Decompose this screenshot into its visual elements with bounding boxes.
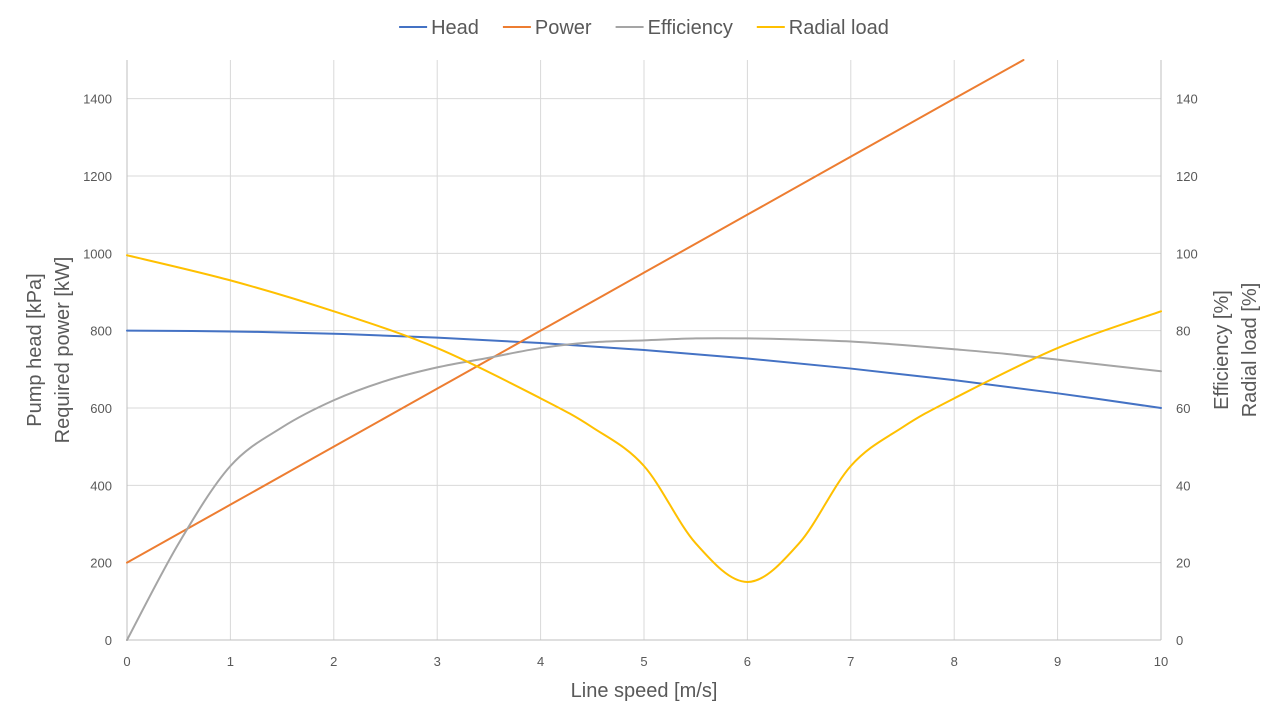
y-right-tick-label: 40 <box>1176 478 1190 493</box>
legend-label: Radial load <box>789 17 889 39</box>
series-line-efficiency <box>126 337 1162 641</box>
y-left-tick-label: 400 <box>90 478 112 493</box>
x-tick-label: 0 <box>123 654 130 669</box>
legend-item: Efficiency <box>615 17 733 39</box>
series-lines <box>126 59 1162 641</box>
x-tick-label: 2 <box>330 654 337 669</box>
y-left-tick-label: 600 <box>90 401 112 416</box>
y-right-tick-label: 100 <box>1176 246 1198 261</box>
y-right-tick-label: 140 <box>1176 92 1198 107</box>
axes <box>126 60 1162 641</box>
legend-item: Radial load <box>756 17 889 39</box>
x-axis-title: Line speed [m/s] <box>571 680 718 702</box>
y-left-axis-title: Pump head [kPa] Required power [kW] <box>24 257 74 444</box>
x-tick-label: 10 <box>1154 654 1168 669</box>
series-line-radial-load <box>126 254 1162 583</box>
x-tick-label: 6 <box>744 654 751 669</box>
x-tick-label: 3 <box>434 654 441 669</box>
y-right-tick-label: 80 <box>1176 324 1190 339</box>
legend-item: Power <box>502 17 592 39</box>
x-tick-label: 4 <box>537 654 544 669</box>
x-tick-label: 8 <box>951 654 958 669</box>
series-line-power <box>126 59 1025 564</box>
y-right-tick-label: 20 <box>1176 556 1190 571</box>
tick-labels: 0 1 2 3 4 5 6 7 8 9 100200400600800100012001400020… <box>83 92 1198 669</box>
x-tick-label: 1 <box>227 654 234 669</box>
y-right-tick-label: 60 <box>1176 401 1190 416</box>
y-right-tick-label: 0 <box>1176 633 1183 648</box>
y-left-tick-label: 1400 <box>83 92 112 107</box>
legend: Head Power Efficiency Radial load <box>399 17 889 39</box>
gridlines <box>127 60 1161 640</box>
y-right-axis-title-line1: Efficiency [%] <box>1211 290 1233 410</box>
legend-item: Head <box>399 17 479 39</box>
y-left-tick-label: 1000 <box>83 246 112 261</box>
x-tick-label: 5 <box>640 654 647 669</box>
y-left-axis-title-line1: Pump head [kPa] <box>24 273 46 426</box>
x-tick-label: 9 <box>1054 654 1061 669</box>
y-left-tick-label: 200 <box>90 556 112 571</box>
series-line-head <box>126 329 1162 409</box>
legend-label: Efficiency <box>648 17 733 39</box>
legend-label: Power <box>535 17 592 39</box>
y-left-tick-label: 800 <box>90 324 112 339</box>
y-left-axis-title-line2: Required power [kW] <box>52 257 74 444</box>
y-left-tick-label: 1200 <box>83 169 112 184</box>
legend-label: Head <box>431 17 479 39</box>
x-tick-label: 7 <box>847 654 854 669</box>
y-right-tick-label: 120 <box>1176 169 1198 184</box>
y-left-tick-label: 0 <box>105 633 112 648</box>
y-right-axis-title: Efficiency [%] Radial load [%] <box>1211 283 1261 418</box>
y-right-axis-title-line2: Radial load [%] <box>1239 283 1261 418</box>
